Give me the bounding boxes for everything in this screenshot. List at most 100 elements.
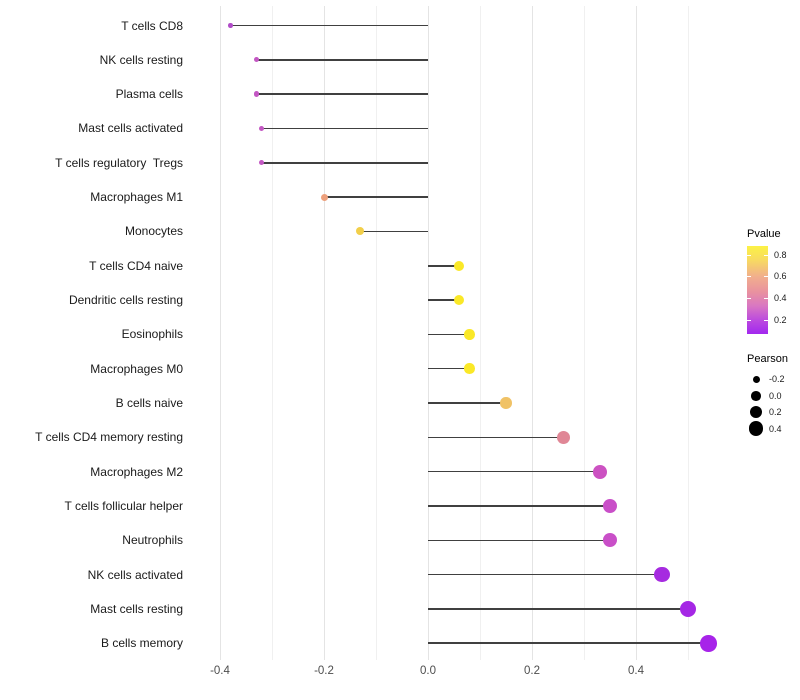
data-point xyxy=(602,533,618,548)
pvalue-bar-tick xyxy=(764,254,768,256)
pearson-legend-label: -0.2 xyxy=(769,374,785,385)
minor-gridline xyxy=(583,6,585,660)
lollipop-stem xyxy=(428,367,470,370)
pearson-size-entries: -0.2 0.0 0.2 0.4 xyxy=(747,371,800,437)
category-label: Macrophages M1 xyxy=(90,190,183,205)
lollipop-stem xyxy=(428,333,470,336)
pearson-legend-row: 0.2 xyxy=(747,404,800,421)
legend-pearson-title: Pearson xyxy=(747,353,788,365)
pvalue-bar-tick xyxy=(764,319,768,321)
pvalue-tick-label: 0.2 xyxy=(774,314,787,325)
data-point xyxy=(228,23,233,28)
pearson-legend-label: 0.0 xyxy=(769,390,782,401)
x-tick-label: 0.4 xyxy=(628,665,644,677)
pearson-legend-dot xyxy=(751,390,761,401)
category-label: Macrophages M0 xyxy=(90,361,183,376)
lollipop-stem xyxy=(428,402,506,404)
category-label: T cells CD4 memory resting xyxy=(35,430,183,445)
category-label: B cells naive xyxy=(115,396,183,411)
data-point xyxy=(454,294,465,306)
pvalue-bar-tick xyxy=(764,298,768,300)
data-point xyxy=(258,125,265,132)
major-gridline xyxy=(531,6,533,660)
pvalue-tick-label: 0.8 xyxy=(774,249,787,260)
legend-pvalue: Pvalue 0.8 0.6 0.4 0.2 xyxy=(747,228,800,334)
pvalue-bar-tick xyxy=(747,254,751,256)
data-point xyxy=(700,634,718,652)
data-point xyxy=(356,227,365,236)
category-label: Mast cells activated xyxy=(78,121,183,136)
category-label: T cells CD4 naive xyxy=(89,258,183,273)
lollipop-stem xyxy=(360,230,428,233)
pvalue-bar-tick xyxy=(747,319,751,321)
pvalue-bar-tick xyxy=(747,298,751,300)
pearson-legend-dot xyxy=(748,421,764,437)
major-gridline xyxy=(635,6,637,660)
pearson-legend-dot xyxy=(752,375,760,383)
pvalue-tick-label: 0.4 xyxy=(774,293,787,304)
data-point xyxy=(464,329,475,340)
lollipop-stem xyxy=(261,127,428,130)
data-point xyxy=(253,57,260,63)
pearson-legend-row: 0.4 xyxy=(747,421,800,438)
data-point xyxy=(454,260,465,271)
x-tick-label: 0.0 xyxy=(420,665,436,677)
lollipop-stem xyxy=(324,196,428,198)
minor-gridline xyxy=(375,6,377,660)
data-point xyxy=(602,498,618,514)
category-label: NK cells resting xyxy=(99,52,183,67)
pearson-legend-label: 0.4 xyxy=(769,423,782,434)
category-label: Plasma cells xyxy=(115,87,183,102)
data-point xyxy=(320,193,328,201)
lollipop-stem xyxy=(428,299,460,301)
x-tick-label: -0.4 xyxy=(210,665,230,677)
legend-pearson: Pearson -0.2 0.0 0.2 0.4 xyxy=(747,353,800,437)
category-label: Eosinophils xyxy=(121,327,183,342)
pvalue-bar-tick xyxy=(764,276,768,278)
lollipop-stem xyxy=(428,436,564,439)
category-label: Macrophages M2 xyxy=(90,464,183,479)
major-gridline xyxy=(323,6,325,660)
category-label: B cells memory xyxy=(100,636,183,651)
major-gridline xyxy=(427,6,429,660)
lollipop-stem xyxy=(428,470,600,473)
data-point xyxy=(679,600,697,617)
lollipop-stem xyxy=(256,93,428,95)
pearson-legend-label: 0.2 xyxy=(769,407,782,418)
x-tick-label: 0.2 xyxy=(524,665,540,677)
data-point xyxy=(464,363,475,374)
data-point xyxy=(253,91,260,97)
category-label: T cells follicular helper xyxy=(64,498,184,513)
category-label: Neutrophils xyxy=(122,533,183,548)
lollipop-stem xyxy=(428,608,688,610)
major-gridline xyxy=(219,6,221,660)
category-label: Monocytes xyxy=(124,224,183,239)
data-point xyxy=(654,566,670,583)
minor-gridline xyxy=(687,6,689,660)
pearson-legend-dot xyxy=(749,406,763,419)
data-point xyxy=(500,397,512,409)
lollipop-stem xyxy=(230,24,428,27)
legend-pvalue-title: Pvalue xyxy=(747,228,781,240)
pearson-legend-row: -0.2 xyxy=(747,371,800,388)
data-point xyxy=(556,430,570,444)
pvalue-bar-tick xyxy=(747,276,751,278)
minor-gridline xyxy=(479,6,481,660)
lollipop-stem xyxy=(428,573,662,576)
lollipop-stem xyxy=(428,505,610,507)
pvalue-gradient-bar: 0.8 0.6 0.4 0.2 xyxy=(747,246,787,334)
category-label: Dendritic cells resting xyxy=(68,293,183,308)
lollipop-stem xyxy=(256,59,428,61)
minor-gridline xyxy=(271,6,273,660)
data-point xyxy=(258,160,265,166)
lollipop-stem xyxy=(428,539,610,542)
category-label: Mast cells resting xyxy=(90,601,183,616)
category-label: NK cells activated xyxy=(87,567,183,582)
lollipop-stem xyxy=(261,161,428,164)
pearson-legend-row: 0.0 xyxy=(747,388,800,405)
data-point xyxy=(592,464,607,479)
lollipop-stem xyxy=(428,642,709,645)
category-label: T cells regulatory Tregs xyxy=(55,155,183,170)
lollipop-stem xyxy=(428,264,460,267)
